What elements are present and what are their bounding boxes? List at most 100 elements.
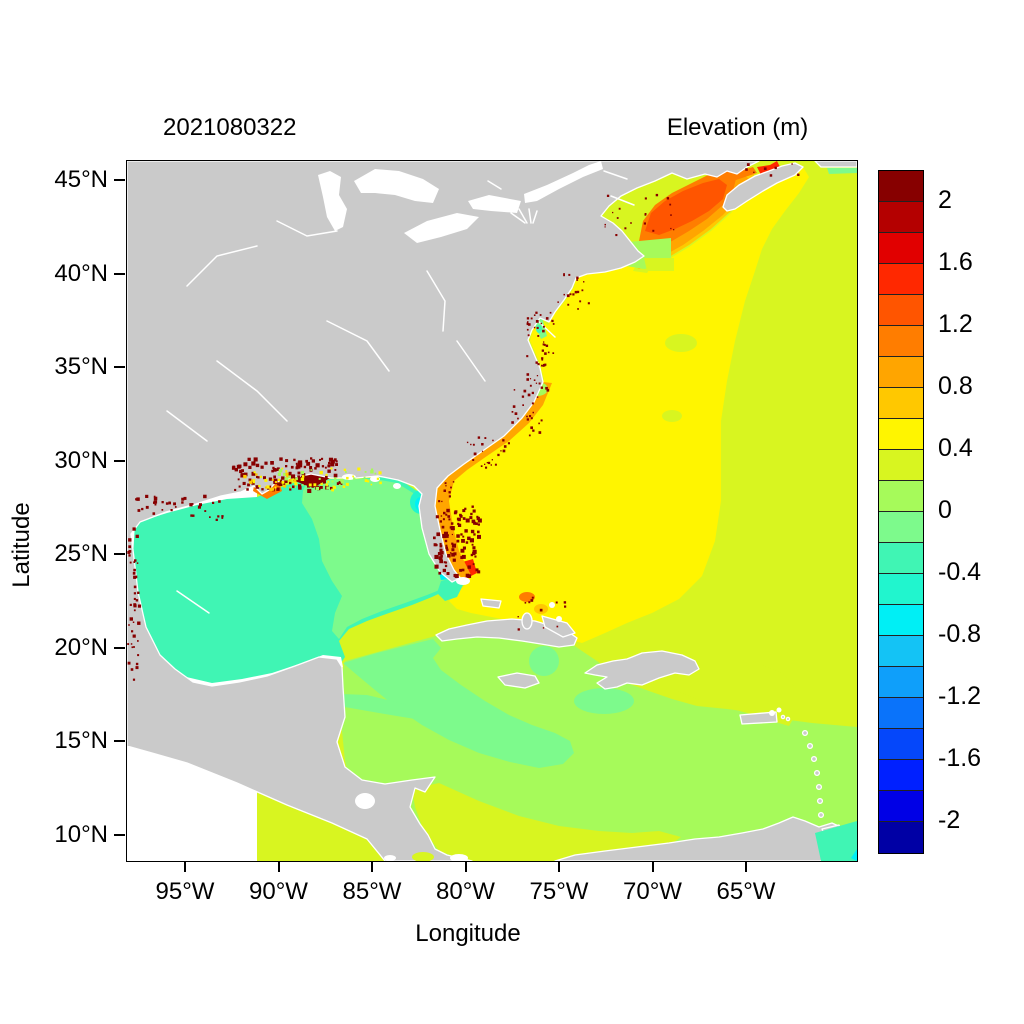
x-tick-mark xyxy=(745,861,747,872)
speckle-louisiana-marsh xyxy=(292,485,295,489)
speckle-chesapeake xyxy=(526,322,529,326)
speckle-louisiana-marsh xyxy=(279,457,283,461)
colorbar-tick-label: -1.6 xyxy=(938,744,982,772)
y-tick-label: 40°N xyxy=(54,259,108,287)
speckle-florida-west xyxy=(474,555,477,558)
speckle-mexico-coast xyxy=(131,630,134,633)
speckle-florida-west xyxy=(450,522,454,525)
speckle-chesapeake xyxy=(543,343,546,346)
lakes-and-rivers-layer xyxy=(166,161,782,861)
speckle-florida-west xyxy=(453,511,457,515)
speckle-mexico-coast xyxy=(128,545,132,549)
speckle-florida-west xyxy=(471,505,474,508)
speckle-texas-coast xyxy=(168,501,171,504)
speckle-florida-west xyxy=(438,556,443,561)
colorbar-cell xyxy=(879,326,923,357)
speckle-louisiana-yellow xyxy=(277,478,281,482)
speckle-nova-scotia-north xyxy=(753,171,755,173)
speckle-florida-west xyxy=(465,541,469,544)
speckle-chesapeake xyxy=(526,328,529,331)
speckle-louisiana-gold xyxy=(269,487,273,491)
speckle-louisiana-marsh xyxy=(261,488,264,491)
speckle-new-jersey xyxy=(579,300,582,303)
speckle-louisiana-yellow xyxy=(376,477,379,480)
islands-layer xyxy=(435,161,857,842)
speckle-louisiana-marsh xyxy=(321,465,325,468)
speckle-florida-east xyxy=(445,533,447,535)
x-tick-mark xyxy=(371,861,373,872)
y-tick-mark xyxy=(114,366,125,368)
speckle-mexico-coast xyxy=(137,654,140,657)
speckle-louisiana-marsh xyxy=(285,459,289,463)
speckle-chesapeake xyxy=(540,322,542,325)
speckle-mexico-coast xyxy=(134,575,138,579)
speckle-mexico-coast xyxy=(133,597,136,600)
speckle-georgia-coast xyxy=(502,449,506,453)
speckle-florida-west xyxy=(453,574,457,577)
speckle-louisiana-marsh xyxy=(263,476,266,480)
speckle-new-jersey xyxy=(583,281,585,283)
speckle-florida-west xyxy=(467,574,472,578)
speckle-louisiana-yellow xyxy=(379,481,382,485)
speckle-florida-west xyxy=(440,551,444,555)
speckle-louisiana-yellow xyxy=(352,475,354,478)
speckle-louisiana-marsh xyxy=(276,467,280,471)
speckle-carolina-coast xyxy=(540,419,543,422)
speckle-florida-west xyxy=(443,561,446,564)
speckle-louisiana-yellow xyxy=(308,483,312,487)
speckle-louisiana-marsh xyxy=(238,464,242,468)
speckle-louisiana-gold xyxy=(286,475,289,478)
island-puerto-rico xyxy=(739,711,778,725)
antilles-island xyxy=(806,742,814,750)
speckle-texas-coast xyxy=(174,506,177,508)
speckle-mexico-coast xyxy=(129,603,132,606)
speckle-georgia-coast xyxy=(485,466,488,469)
speckle-new-jersey xyxy=(572,293,575,296)
speckle-new-jersey xyxy=(563,273,565,275)
y-tick-mark xyxy=(114,179,125,181)
speckle-chesapeake xyxy=(549,311,552,314)
speckle-louisiana-green xyxy=(295,477,298,481)
speckle-florida-west xyxy=(452,545,455,548)
speckle-mexico-coast xyxy=(129,617,133,621)
speckle-louisiana-green xyxy=(371,468,374,471)
y-tick-label: 35°N xyxy=(54,353,108,380)
speckle-maine-coast xyxy=(615,234,618,237)
speckle-louisiana-marsh xyxy=(325,475,328,479)
speckle-louisiana-marsh xyxy=(246,488,249,491)
speckle-louisiana-gold xyxy=(288,479,292,482)
speckle-louisiana-marsh xyxy=(311,459,315,463)
speckle-hatteras xyxy=(545,386,548,390)
speckle-florida-west xyxy=(477,570,481,574)
speckle-hatteras xyxy=(541,358,544,361)
speckle-florida-west xyxy=(477,534,481,539)
speckle-nova-scotia-north xyxy=(769,174,773,177)
speckle-mexico-coast xyxy=(133,592,136,595)
speckle-florida-west xyxy=(451,552,455,557)
speckle-louisiana-gold xyxy=(243,474,247,479)
speckle-florida-west xyxy=(462,535,465,538)
speckle-florida-west xyxy=(433,536,436,540)
y-tick-label: 10°N xyxy=(54,820,108,848)
speckle-louisiana-yellow xyxy=(332,485,335,488)
x-tick-label: 65°W xyxy=(716,878,776,905)
speckle-georgia-coast xyxy=(472,459,475,461)
speckle-mexico-coast xyxy=(135,666,139,670)
speckle-louisiana-marsh xyxy=(298,460,303,465)
speckle-maine-coast xyxy=(644,197,647,200)
speckle-maine-coast xyxy=(630,222,632,224)
speckle-louisiana-marsh xyxy=(335,460,338,463)
speckle-florida-west xyxy=(457,517,461,522)
speckle-maine-coast xyxy=(616,217,619,219)
colorbar-tick-label: -1.2 xyxy=(938,682,982,710)
x-tick-mark xyxy=(651,861,654,872)
speckle-louisiana-green xyxy=(340,480,344,484)
speckle-georgia-coast xyxy=(477,436,481,439)
speckle-florida-east xyxy=(441,500,443,503)
speckle-florida-west xyxy=(471,519,476,524)
speckle-georgia-coast xyxy=(484,463,486,465)
speckle-florida-west xyxy=(452,558,456,562)
speckle-carolina-coast xyxy=(530,417,533,420)
speckle-texas-coast xyxy=(217,515,220,518)
